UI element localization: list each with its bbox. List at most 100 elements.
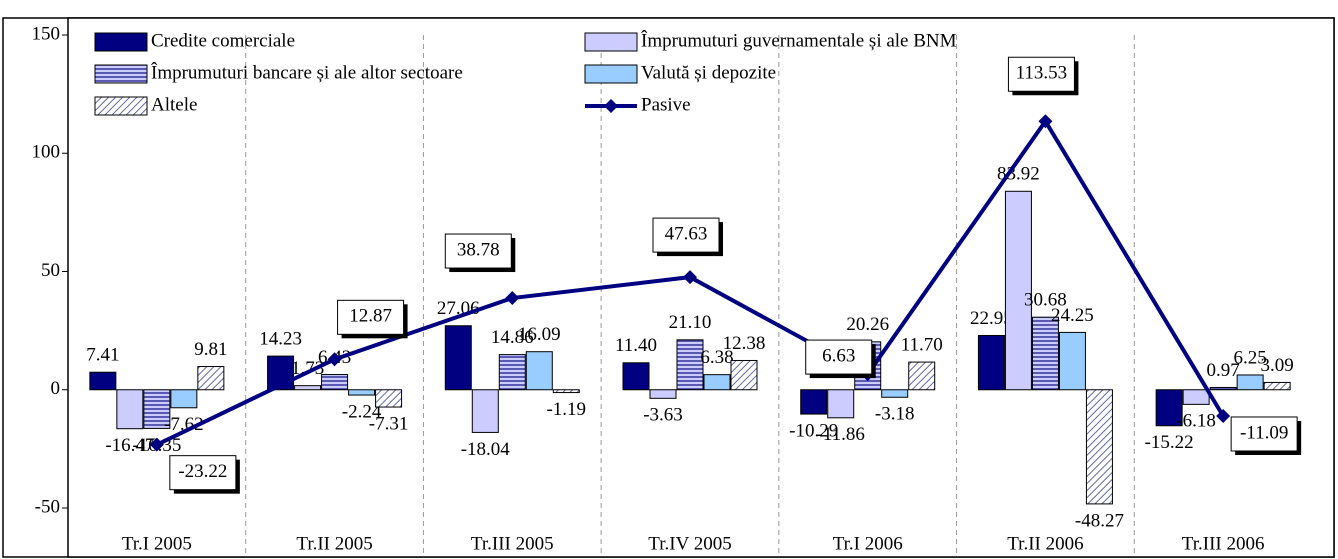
bar [827, 389, 855, 419]
y-tick-label: -50 [35, 496, 60, 517]
bar [444, 325, 472, 391]
bar-value-label: 16.09 [518, 324, 561, 345]
bar-value-label: -18.04 [461, 439, 511, 460]
bar [649, 389, 677, 399]
bar [730, 359, 758, 391]
bar [1155, 389, 1183, 427]
bar-value-label: 1.73 [291, 358, 324, 379]
bar [294, 385, 322, 391]
legend-marker [604, 99, 618, 113]
legend-swatch [94, 32, 148, 52]
bar-value-label: 6.38 [700, 347, 733, 368]
x-tick-label: Tr.II 2006 [1007, 533, 1083, 554]
label-box [444, 233, 512, 269]
y-tick-label: 50 [41, 260, 60, 281]
legend-swatch [94, 64, 148, 84]
bar-value-label: 12.38 [723, 333, 766, 354]
bar-value-label: 14.86 [491, 327, 534, 348]
line-marker [683, 270, 697, 285]
bar [348, 389, 376, 396]
bar-value-label: -2.24 [342, 401, 382, 422]
line-marker [505, 291, 520, 306]
x-tick-label: Tr.III 2005 [471, 533, 554, 554]
x-tick-label: Tr.I 2005 [122, 533, 192, 554]
bar [1263, 381, 1291, 391]
line-value-label: 12.87 [349, 306, 392, 327]
bar-value-label: 83.92 [997, 164, 1040, 185]
x-tick-label: Tr.III 2006 [1182, 533, 1265, 554]
bar [881, 389, 909, 398]
bar-value-label: 11.70 [901, 334, 943, 355]
x-tick-label: Tr.I 2006 [833, 533, 903, 554]
line-value-label: -23.22 [178, 461, 227, 482]
bar [1004, 190, 1032, 391]
line-value-label: 6.63 [822, 345, 855, 366]
bar [552, 389, 580, 394]
line-value-label: 38.78 [457, 239, 500, 260]
plot-frame [67, 17, 1335, 558]
bar [321, 374, 349, 391]
label-box [652, 217, 720, 253]
line-value-label: -11.09 [1240, 422, 1288, 443]
legend-swatch [94, 96, 148, 116]
bar [622, 362, 650, 391]
bar [116, 389, 144, 430]
bar [703, 374, 731, 391]
bar-value-label: -11.86 [817, 424, 865, 445]
bar [1031, 316, 1059, 391]
x-tick-label: Tr.II 2005 [296, 533, 372, 554]
bar [471, 389, 499, 433]
label-box [1230, 416, 1298, 452]
bar-value-label: -48.27 [1075, 510, 1124, 531]
legend-swatch [584, 32, 638, 52]
bar [525, 351, 553, 391]
line-marker [149, 437, 164, 452]
bar-value-label: 22.95 [970, 308, 1013, 329]
label-box [1007, 56, 1075, 92]
y-tick-label: 0 [51, 378, 61, 399]
bar [908, 361, 936, 391]
bar-value-label: 24.25 [1051, 305, 1094, 326]
bar-value-label: 9.81 [194, 339, 227, 360]
bar [170, 389, 198, 409]
bar-value-label: -3.18 [875, 404, 915, 425]
bar-value-label: 0.97 [1207, 360, 1240, 381]
label-box [337, 299, 405, 335]
bar-value-label: -1.19 [546, 399, 586, 420]
legend-label: Valută și depozite [641, 62, 776, 83]
bar [800, 389, 828, 415]
bar-value-label: -7.62 [164, 414, 204, 435]
bar-value-label: -16.47 [105, 435, 154, 456]
legend-swatch [584, 64, 638, 84]
bar [676, 339, 704, 391]
bar-value-label: -10.29 [789, 420, 838, 441]
line-marker [327, 352, 342, 367]
bar-value-label: -6.18 [1176, 411, 1216, 432]
bar [1236, 374, 1264, 391]
y-tick-label: 100 [32, 142, 61, 163]
legend-label: Pasive [641, 94, 691, 115]
line-marker [1216, 408, 1231, 423]
bar [197, 366, 225, 391]
line-marker [1038, 114, 1053, 129]
bar [1085, 389, 1113, 505]
bar-value-label: 3.09 [1261, 355, 1294, 376]
bar-value-label: 20.26 [846, 314, 889, 335]
legend-label: Altele [151, 94, 197, 115]
bar-value-label: 14.23 [259, 328, 302, 349]
bar-value-label: -15.22 [1145, 432, 1194, 453]
legend-label: Împrumuturi bancare și ale altor sectoar… [151, 61, 463, 83]
bar-value-label: 21.10 [669, 312, 712, 333]
bar [375, 389, 403, 408]
legend-label: Credite comerciale [151, 30, 295, 51]
bar-value-label: 7.41 [86, 345, 119, 366]
bar-value-label: -3.63 [643, 405, 683, 426]
x-tick-label: Tr.IV 2005 [648, 533, 731, 554]
bar-value-label: 30.68 [1024, 290, 1067, 311]
bar [89, 371, 117, 391]
label-box [169, 455, 237, 491]
bar [977, 334, 1005, 391]
line-value-label: 47.63 [665, 223, 708, 244]
bar [1182, 389, 1210, 405]
